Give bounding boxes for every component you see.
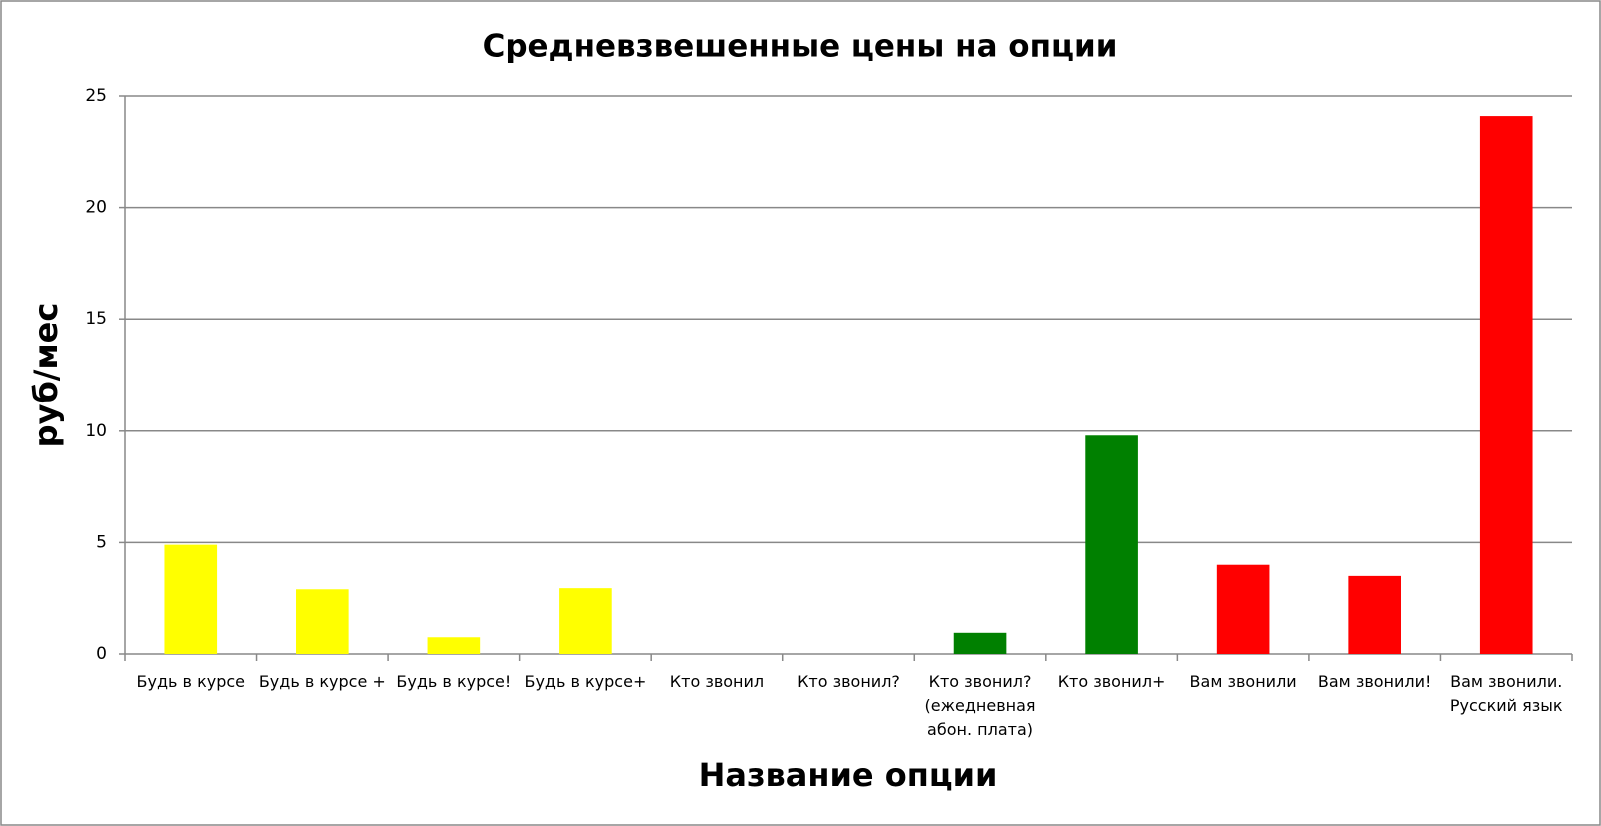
y-axis-title: руб/мес (27, 303, 65, 448)
x-tick-label: Кто звонил? (797, 672, 900, 691)
x-tick-label: Вам звонили. Русский язык (1449, 672, 1563, 715)
bar (1479, 116, 1533, 654)
x-axis-title: Название опции (699, 756, 998, 794)
bar (296, 589, 349, 654)
y-tick-label: 20 (85, 198, 107, 218)
bar (559, 588, 612, 654)
bar (1348, 575, 1401, 654)
x-tick-label: Вам звонили! (1317, 672, 1432, 691)
bar (427, 637, 481, 654)
x-tick-label: Кто звонил (669, 672, 765, 691)
y-tick-label: 10 (85, 421, 107, 441)
x-tick-label: Будь в курсе (136, 672, 245, 691)
y-tick-label: 15 (85, 309, 107, 329)
x-tick-label: Будь в курсе + (258, 672, 386, 691)
y-tick-label: 5 (96, 532, 107, 552)
x-tick-label: Кто звонил? (ежедневная абон. плата) (924, 672, 1036, 739)
bar (1216, 564, 1270, 654)
bar (1085, 435, 1138, 654)
x-tick-label: Будь в курсе! (396, 672, 512, 691)
chart-title: Средневзвешенные цены на опции (483, 29, 1118, 65)
y-tick-label: 25 (85, 86, 107, 106)
bar (164, 544, 218, 654)
x-tick-label: Кто звонил+ (1057, 672, 1166, 691)
bar (953, 632, 1007, 654)
x-tick-label: Вам звонили (1189, 672, 1297, 691)
x-tick-label: Будь в курсе+ (524, 672, 647, 691)
y-tick-label: 0 (96, 644, 107, 664)
